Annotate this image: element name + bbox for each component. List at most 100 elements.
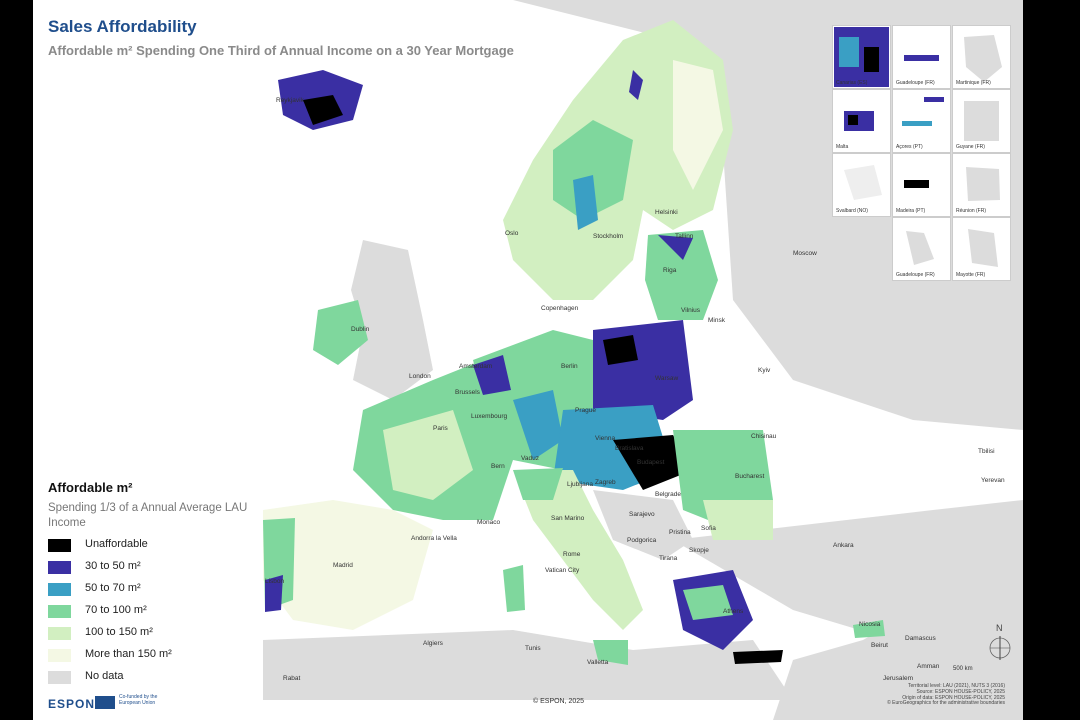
city-riga: Riga <box>663 267 677 274</box>
city-helsinki: Helsinki <box>655 209 678 216</box>
city-monaco: Monaco <box>477 519 501 526</box>
cyprus <box>853 620 885 638</box>
inset-guadeloupe-2: Guadeloupe (FR) <box>893 218 950 280</box>
inset-madeira: Madeira (PT) <box>893 154 950 216</box>
map-page: Oslo Helsinki Stockholm Tallinn Riga Vil… <box>33 0 1023 720</box>
city-prague: Prague <box>575 407 596 414</box>
scale-bar: 500 km <box>953 666 973 672</box>
city-brussels: Brussels <box>455 389 481 396</box>
legend-item-unaffordable: Unaffordable <box>48 537 258 559</box>
city-budapest: Budapest <box>637 459 665 466</box>
legend-item-150-plus: More than 150 m² <box>48 647 258 669</box>
legend-subtitle: Spending 1/3 of a Annual Average LAU Inc… <box>48 502 248 529</box>
city-san-marino: San Marino <box>551 515 585 522</box>
city-podgorica: Podgorica <box>627 537 657 544</box>
city-andorra: Andorra la Vella <box>411 535 457 542</box>
city-oslo: Oslo <box>505 230 519 237</box>
city-paris: Paris <box>433 425 449 432</box>
city-madrid: Madrid <box>333 562 353 569</box>
map-subtitle: Affordable m² Spending One Third of Annu… <box>48 43 514 58</box>
legend: Affordable m² Spending 1/3 of a Annual A… <box>48 480 258 691</box>
eu-funding-text: Co-funded by the European Union <box>119 694 158 706</box>
north-africa <box>263 630 793 700</box>
city-london: London <box>409 373 431 380</box>
city-sarajevo: Sarajevo <box>629 511 655 518</box>
legend-item-no-data: No data <box>48 669 258 691</box>
legend-swatch <box>48 671 71 684</box>
inset-reunion: Réunion (FR) <box>953 154 1010 216</box>
legend-swatch <box>48 627 71 640</box>
legend-swatch <box>48 561 71 574</box>
city-warsaw: Warsaw <box>655 375 679 382</box>
great-britain <box>351 240 433 400</box>
city-vilnius: Vilnius <box>681 307 701 314</box>
eu-flag-icon <box>95 696 115 709</box>
city-jerusalem: Jerusalem <box>883 675 913 682</box>
north-arrow-icon: N <box>988 622 1012 664</box>
city-kyiv: Kyiv <box>758 367 771 374</box>
city-bern: Bern <box>491 463 505 470</box>
city-dublin: Dublin <box>351 326 370 333</box>
legend-title: Affordable m² <box>48 480 133 495</box>
city-damascus: Damascus <box>905 635 936 642</box>
city-luxembourg: Luxembourg <box>471 413 508 420</box>
map-title: Sales Affordability <box>48 17 197 36</box>
inset-malta: Malta <box>833 90 890 152</box>
legend-item-50-70: 50 to 70 m² <box>48 581 258 603</box>
italy <box>513 470 643 630</box>
city-belgrade: Belgrade <box>655 491 681 498</box>
city-rome: Rome <box>563 551 581 558</box>
svg-text:N: N <box>996 623 1003 633</box>
legend-swatch <box>48 605 71 618</box>
city-pristina: Pristina <box>669 529 691 536</box>
city-ankara: Ankara <box>833 542 854 549</box>
legend-item-30-50: 30 to 50 m² <box>48 559 258 581</box>
city-berlin: Berlin <box>561 363 578 370</box>
city-nicosia: Nicosia <box>859 621 881 628</box>
city-copenhagen: Copenhagen <box>541 305 579 312</box>
poland <box>593 320 693 420</box>
copyright: © ESPON, 2025 <box>533 698 585 705</box>
city-tbilisi: Tbilisi <box>978 448 995 455</box>
city-vienna: Vienna <box>595 435 616 442</box>
city-minsk: Minsk <box>708 317 726 324</box>
baltics <box>645 230 718 320</box>
city-tirana: Tirana <box>659 555 678 562</box>
city-ljubljana: Ljubljana <box>567 481 593 488</box>
ireland <box>313 300 368 365</box>
legend-item-100-150: 100 to 150 m² <box>48 625 258 647</box>
city-skopje: Skopje <box>689 547 709 554</box>
city-vaduz: Vaduz <box>521 455 539 462</box>
city-rabat: Rabat <box>283 675 301 682</box>
city-labels: Oslo Helsinki Stockholm Tallinn Riga Vil… <box>265 97 1005 682</box>
credits: Territorial level: LAU (2021), NUTS 3 (2… <box>887 683 1005 707</box>
inset-guadeloupe: Guadeloupe (FR) <box>893 26 950 88</box>
legend-item-70-100: 70 to 100 m² <box>48 603 258 625</box>
city-yerevan: Yerevan <box>981 477 1005 484</box>
inset-mayotte: Mayotte (FR) <box>953 218 1010 280</box>
inset-guyane: Guyane (FR) <box>953 90 1010 152</box>
city-algiers: Algiers <box>423 640 444 647</box>
city-tallinn: Tallinn <box>675 233 694 240</box>
espon-logo: ESPON <box>48 697 96 711</box>
inset-acores: Açores (PT) <box>893 90 950 152</box>
city-zagreb: Zagreb <box>595 479 616 486</box>
city-vatican: Vatican City <box>545 567 580 574</box>
inset-svalbard: Svalbard (NO) <box>833 154 890 216</box>
iberia <box>263 500 433 630</box>
city-stockholm: Stockholm <box>593 233 623 240</box>
city-chisinau: Chisinau <box>751 433 777 440</box>
city-bucharest: Bucharest <box>735 473 764 480</box>
city-amsterdam: Amsterdam <box>459 363 492 370</box>
city-bratislava: Bratislava <box>615 445 644 452</box>
legend-swatch <box>48 649 71 662</box>
inset-canarias: Canarias (ES) <box>833 26 890 88</box>
legend-swatch <box>48 583 71 596</box>
inset-martinique: Martinique (FR) <box>953 26 1010 88</box>
legend-swatch <box>48 539 71 552</box>
city-moscow: Moscow <box>793 250 817 257</box>
city-reykjavik: Reykjavik <box>276 97 305 104</box>
city-valletta: Valletta <box>587 659 609 666</box>
city-lisbon: Lisbon <box>265 578 285 585</box>
city-tunis: Tunis <box>525 645 541 652</box>
